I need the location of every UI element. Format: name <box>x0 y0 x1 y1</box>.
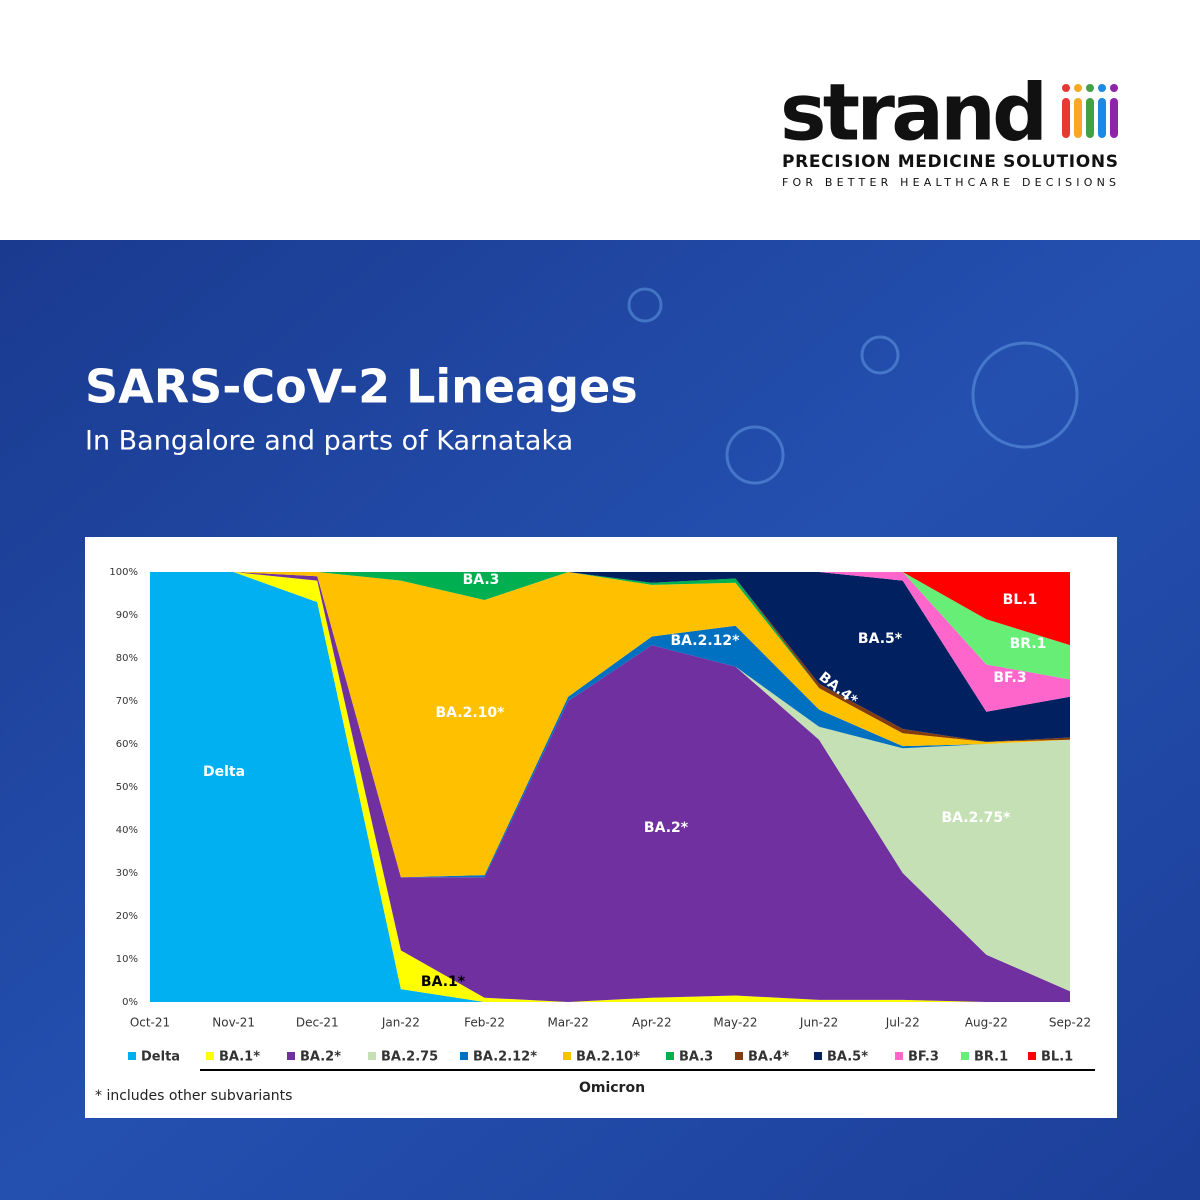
legend-label: Delta <box>141 1050 180 1065</box>
legend-swatch <box>206 1052 214 1060</box>
y-tick-label: 60% <box>116 739 138 750</box>
legend-swatch <box>563 1052 571 1060</box>
legend-swatch <box>895 1052 903 1060</box>
legend-swatch <box>961 1052 969 1060</box>
area <box>150 572 1070 1002</box>
virus-decor <box>627 287 1079 485</box>
y-tick-label: 70% <box>116 696 138 707</box>
y-tick-label: 80% <box>116 653 138 664</box>
legend-label: BA.2.10* <box>576 1050 640 1065</box>
area-label: BF.3 <box>993 670 1026 686</box>
area <box>150 572 1070 742</box>
area <box>150 572 1070 742</box>
x-tick-label: Sep-22 <box>1049 1016 1091 1030</box>
area-label: BR.1 <box>1010 636 1047 652</box>
area <box>150 572 1070 992</box>
x-tick-label: Jun-22 <box>799 1016 838 1030</box>
x-tick-label: Jan-22 <box>381 1016 420 1030</box>
plot-area: 0% 10% 20% 30% 40% 50% 60% 70% 80% 90% 100% Oct-21 N… <box>109 567 1091 1065</box>
y-tick-label: 100% <box>109 567 138 578</box>
brand-name: strand <box>780 68 1048 158</box>
y-tick-label: 0% <box>122 997 138 1008</box>
legend-swatch <box>460 1052 468 1060</box>
legend-label: BA.1* <box>219 1050 260 1065</box>
y-tick-label: 90% <box>116 610 138 621</box>
y-tick-label: 20% <box>116 911 138 922</box>
x-tick-label: Dec-21 <box>296 1016 339 1030</box>
x-tick-label: Oct-21 <box>130 1016 170 1030</box>
y-tick-label: 40% <box>116 825 138 836</box>
legend-label: BA.2* <box>300 1050 341 1065</box>
area-label: BA.2.10* <box>436 705 506 721</box>
area-label: BA.1* <box>421 974 466 990</box>
legend-swatch <box>666 1052 674 1060</box>
brand-subtagline: FOR BETTER HEALTHCARE DECISIONS <box>782 176 1118 189</box>
legend-swatch <box>128 1052 136 1060</box>
legend-label: BA.5* <box>827 1050 868 1065</box>
x-tick-label: Mar-22 <box>547 1016 588 1030</box>
chart-subtitle: In Bangalore and parts of Karnataka <box>85 426 573 457</box>
group-label: Omicron <box>579 1080 645 1096</box>
area-label: BL.1 <box>1003 592 1038 608</box>
footnote: * includes other subvariants <box>95 1088 292 1104</box>
legend-label: BA.4* <box>748 1050 789 1065</box>
area-label: BA.2* <box>644 820 689 836</box>
legend-swatch <box>368 1052 376 1060</box>
y-tick-label: 30% <box>116 868 138 879</box>
area <box>150 572 1070 646</box>
area <box>150 572 1070 712</box>
area <box>150 572 1070 878</box>
brand-tagline: PRECISION MEDICINE SOLUTIONS <box>782 152 1118 172</box>
area-label: Delta <box>203 764 245 780</box>
legend-swatch <box>735 1052 743 1060</box>
area-label: BA.2.12* <box>671 633 741 649</box>
x-tick-label: May-22 <box>713 1016 757 1030</box>
area-label: BA.2.75* <box>942 810 1012 826</box>
legend-swatch <box>814 1052 822 1060</box>
header-bg <box>0 0 1200 240</box>
x-tick-label: Jul-22 <box>885 1016 920 1030</box>
x-tick-label: Apr-22 <box>632 1016 672 1030</box>
x-tick-label: Aug-22 <box>965 1016 1008 1030</box>
x-tick-label: Feb-22 <box>464 1016 505 1030</box>
x-tick-label: Nov-21 <box>212 1016 255 1030</box>
area <box>150 572 1070 1002</box>
brand-icon <box>1062 84 1118 138</box>
legend-label: BA.3 <box>679 1050 713 1065</box>
area-label: BA.3 <box>463 572 500 588</box>
legend-label: BF.3 <box>908 1050 939 1065</box>
y-tick-label: 10% <box>116 954 138 965</box>
y-tick-label: 50% <box>116 782 138 793</box>
legend-label: BR.1 <box>974 1050 1008 1065</box>
legend-swatch <box>287 1052 295 1060</box>
legend-label: BA.2.12* <box>473 1050 537 1065</box>
chart-title: SARS-CoV-2 Lineages <box>85 360 638 414</box>
legend-label: BL.1 <box>1041 1050 1073 1065</box>
legend-swatch <box>1028 1052 1036 1060</box>
area-label: BA.5* <box>858 631 903 647</box>
legend-label: BA.2.75 <box>381 1050 438 1065</box>
